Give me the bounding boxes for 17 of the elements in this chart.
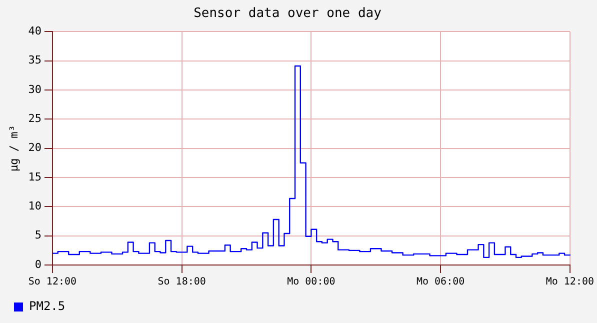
y-tick-label: 25: [28, 112, 42, 125]
x-tick-label: Mo 00:00: [287, 276, 336, 288]
y-tick-label: 20: [28, 141, 42, 154]
x-tick-label: Mo 06:00: [416, 276, 465, 288]
y-tick-label: 40: [28, 24, 42, 38]
y-tick-label: 35: [28, 54, 42, 67]
y-tick-label: 5: [34, 228, 42, 242]
x-tick-label: Mo 12:00: [546, 276, 594, 288]
y-axis-title: µg / m³: [7, 125, 20, 172]
x-tick-label: So 18:00: [158, 276, 206, 288]
chart-title: Sensor data over one day: [194, 6, 382, 22]
y-tick-label: 30: [28, 82, 42, 96]
legend-label: PM2.5: [29, 299, 66, 314]
y-tick-label: 10: [28, 200, 42, 213]
x-tick-label: So 12:00: [28, 276, 77, 288]
y-tick-label: 0: [34, 258, 42, 271]
y-tick-label: 15: [28, 170, 42, 184]
